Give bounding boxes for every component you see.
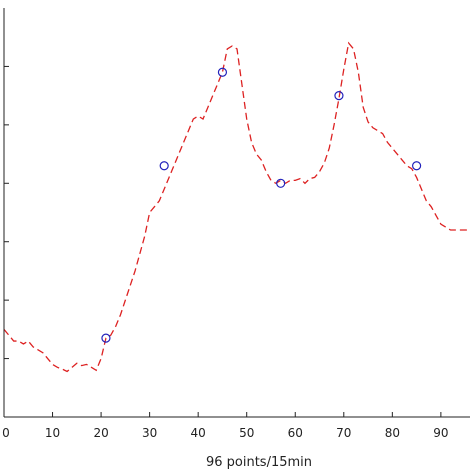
marker-point [412, 161, 422, 171]
x-tick-label: 20 [93, 426, 108, 440]
x-tick-label: 70 [336, 426, 351, 440]
series-line [4, 41, 470, 373]
marker-point [101, 333, 111, 343]
plot-area [4, 41, 470, 373]
x-tick-label: 50 [239, 426, 254, 440]
x-tick-label: 10 [45, 426, 60, 440]
x-tick-label: 80 [385, 426, 400, 440]
x-tick-label: 30 [142, 426, 157, 440]
marker-point [159, 161, 169, 171]
x-tick-label: 90 [433, 426, 448, 440]
marker-point [217, 67, 228, 77]
marker-point [276, 178, 286, 188]
x-axis-title: 96 points/15min [206, 455, 312, 470]
axes: 0 10 20 30 40 50 60 70 80 90 [2, 8, 470, 440]
x-tick-label: 40 [191, 426, 206, 440]
marker-point [334, 91, 344, 101]
x-tick-label: 60 [288, 426, 303, 440]
x-tick-label: 0 [2, 426, 10, 440]
